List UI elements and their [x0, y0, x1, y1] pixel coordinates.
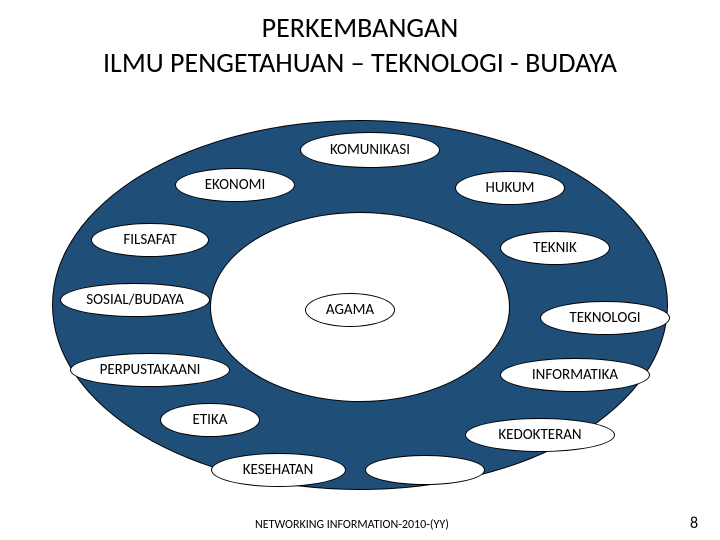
ring-node-label: KOMUNIKASI — [330, 141, 410, 159]
ring-node-label: SOSIAL/BUDAYA — [86, 291, 184, 309]
title-line2: ILMU PENGETAHUAN – TEKNOLOGI - BUDAYA — [0, 45, 720, 80]
ring-node: TEKNIK — [500, 231, 610, 265]
ring-node-label: ETIKA — [193, 411, 228, 429]
page-number: 8 — [690, 514, 698, 533]
footer-text: NETWORKING INFORMATION-2010-(YY) — [255, 518, 449, 532]
ring-node-label: TEKNOLOGI — [569, 309, 640, 327]
center-node-agama: AGAMA — [305, 293, 395, 327]
ring-node-label: TEKNIK — [533, 239, 577, 257]
ring-node-label: HUKUM — [486, 179, 535, 197]
ring-node-label: FILSAFAT — [123, 231, 176, 249]
ring-node-label: PERPUSTAKAANI — [100, 361, 201, 379]
footer-label: NETWORKING INFORMATION-2010-(YY) — [255, 518, 449, 532]
title-line1: PERKEMBANGAN — [0, 10, 720, 45]
ring-node-label: EKONOMI — [205, 176, 266, 194]
ring-node: TEKNOLOGI — [540, 301, 670, 335]
ring-node: ETIKA — [160, 403, 260, 437]
ring-node: INFORMATIKA — [500, 358, 650, 392]
slide-title: PERKEMBANGAN ILMU PENGETAHUAN – TEKNOLOG… — [0, 10, 720, 80]
ring-node: FILSAFAT — [91, 223, 209, 257]
ring-node: EKONOMI — [175, 168, 295, 202]
ring-node-label: KESEHATAN — [243, 461, 314, 479]
page-number-label: 8 — [690, 514, 698, 533]
ring-node: SOSIAL/BUDAYA — [60, 283, 210, 317]
ring-node: KEDOKTERAN — [465, 418, 615, 452]
ring-node: PERPUSTAKAANI — [70, 353, 230, 387]
ring-node: HUKUM — [455, 171, 565, 205]
ring-node-label: INFORMATIKA — [532, 366, 618, 384]
blank-node — [365, 455, 485, 485]
ring-node-label: KEDOKTERAN — [498, 426, 581, 444]
center-node-label: AGAMA — [326, 301, 374, 319]
ring-node: KESEHATAN — [211, 453, 346, 487]
ring-node: KOMUNIKASI — [300, 132, 440, 168]
